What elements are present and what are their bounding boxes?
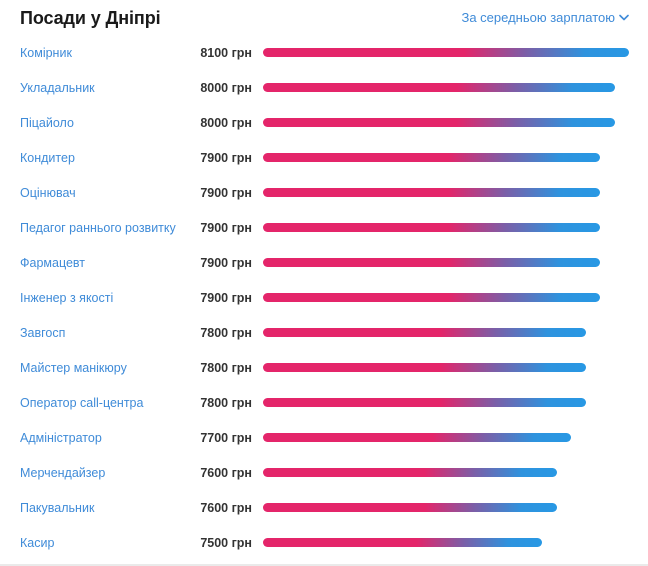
salary-bar <box>263 503 557 512</box>
salary-bar-track <box>263 363 629 372</box>
salary-bar-track <box>263 153 629 162</box>
position-link[interactable]: Кондитер <box>20 151 75 165</box>
salary-bar-track <box>263 118 629 127</box>
position-row: Пакувальник 7600 грн <box>0 490 648 525</box>
divider <box>0 564 648 566</box>
salary-bar <box>263 153 600 162</box>
position-link[interactable]: Оператор call-центра <box>20 396 144 410</box>
salary-bar <box>263 83 615 92</box>
salary-bar-track <box>263 258 629 267</box>
position-link[interactable]: Оцінювач <box>20 186 76 200</box>
chevron-down-icon <box>619 14 629 21</box>
position-row: Піцайоло 8000 грн <box>0 105 648 140</box>
position-link[interactable]: Майстер манікюру <box>20 361 127 375</box>
salary-bar-track <box>263 398 629 407</box>
salary-bar <box>263 48 629 57</box>
salary-bar-track <box>263 503 629 512</box>
position-row: Фармацевт 7900 грн <box>0 245 648 280</box>
position-link[interactable]: Завгосп <box>20 326 66 340</box>
position-row: Оцінювач 7900 грн <box>0 175 648 210</box>
salary-value: 7900 грн <box>200 151 252 165</box>
salary-value: 7800 грн <box>200 326 252 340</box>
salary-bar <box>263 328 586 337</box>
position-link[interactable]: Касир <box>20 536 55 550</box>
position-row: Інженер з якості 7900 грн <box>0 280 648 315</box>
position-row: Педагог раннього розвитку 7900 грн <box>0 210 648 245</box>
salary-value: 7700 грн <box>200 431 252 445</box>
salary-bar <box>263 258 600 267</box>
position-link[interactable]: Педагог раннього розвитку <box>20 221 176 235</box>
salary-bar <box>263 363 586 372</box>
salary-bar-track <box>263 433 629 442</box>
salary-value: 7500 грн <box>200 536 252 550</box>
salary-value: 7900 грн <box>200 221 252 235</box>
sort-dropdown[interactable]: За середньою зарплатою <box>461 10 629 25</box>
position-row: Мерчендайзер 7600 грн <box>0 455 648 490</box>
salary-value: 7800 грн <box>200 361 252 375</box>
salary-value: 8000 грн <box>200 116 252 130</box>
salary-bar-track <box>263 293 629 302</box>
salary-value: 7600 грн <box>200 466 252 480</box>
salary-bar-track <box>263 328 629 337</box>
position-row: Адміністратор 7700 грн <box>0 420 648 455</box>
position-link[interactable]: Адміністратор <box>20 431 102 445</box>
salary-bar <box>263 293 600 302</box>
salary-bar <box>263 188 600 197</box>
salary-bar-track <box>263 468 629 477</box>
position-row: Кондитер 7900 грн <box>0 140 648 175</box>
salary-value: 8000 грн <box>200 81 252 95</box>
position-link[interactable]: Комірник <box>20 46 72 60</box>
salary-value: 7600 грн <box>200 501 252 515</box>
position-row: Касир 7500 грн <box>0 525 648 560</box>
salary-bar <box>263 118 615 127</box>
salary-bar <box>263 223 600 232</box>
salary-bar <box>263 538 542 547</box>
salary-value: 7800 грн <box>200 396 252 410</box>
page-title: Посади у Дніпрі <box>20 8 161 28</box>
sort-dropdown-label: За середньою зарплатою <box>461 10 615 25</box>
salary-value: 8100 грн <box>200 46 252 60</box>
salary-value: 7900 грн <box>200 291 252 305</box>
salary-bar-track <box>263 538 629 547</box>
positions-list: Комірник 8100 грн Укладальник 8000 грн Піцай… <box>0 35 648 560</box>
position-link[interactable]: Інженер з якості <box>20 291 114 305</box>
salary-bar-track <box>263 223 629 232</box>
position-row: Майстер манікюру 7800 грн <box>0 350 648 385</box>
salary-bar <box>263 433 571 442</box>
position-link[interactable]: Фармацевт <box>20 256 86 270</box>
position-row: Укладальник 8000 грн <box>0 70 648 105</box>
salary-bar-track <box>263 188 629 197</box>
salary-bar <box>263 468 557 477</box>
salary-value: 7900 грн <box>200 256 252 270</box>
position-row: Оператор call-центра 7800 грн <box>0 385 648 420</box>
position-link[interactable]: Піцайоло <box>20 116 74 130</box>
position-link[interactable]: Мерчендайзер <box>20 466 106 480</box>
position-row: Комірник 8100 грн <box>0 35 648 70</box>
position-link[interactable]: Укладальник <box>20 81 95 95</box>
position-row: Завгосп 7800 грн <box>0 315 648 350</box>
salary-bar-track <box>263 48 629 57</box>
salary-value: 7900 грн <box>200 186 252 200</box>
salary-bar-track <box>263 83 629 92</box>
section-header: Посади у Дніпрі За середньою зарплатою <box>20 6 629 30</box>
salary-bar <box>263 398 586 407</box>
position-link[interactable]: Пакувальник <box>20 501 95 515</box>
